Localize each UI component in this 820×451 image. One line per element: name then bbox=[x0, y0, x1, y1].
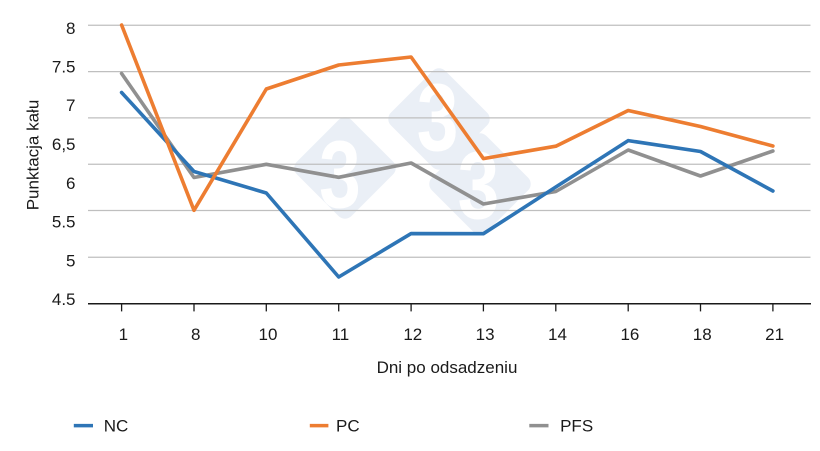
svg-text:3: 3 bbox=[458, 132, 500, 239]
svg-text:13: 13 bbox=[476, 325, 495, 344]
svg-text:1: 1 bbox=[119, 325, 128, 344]
svg-text:6,5: 6,5 bbox=[52, 135, 76, 154]
svg-text:Dni po odsadzeniu: Dni po odsadzeniu bbox=[377, 358, 518, 377]
svg-text:18: 18 bbox=[693, 325, 712, 344]
svg-text:5.5: 5.5 bbox=[52, 213, 76, 232]
svg-text:Punktacja kału: Punktacja kału bbox=[24, 100, 43, 211]
svg-text:4.5: 4.5 bbox=[52, 290, 76, 309]
svg-text:8: 8 bbox=[191, 325, 200, 344]
svg-text:PC: PC bbox=[336, 417, 360, 436]
svg-text:10: 10 bbox=[259, 325, 278, 344]
svg-text:14: 14 bbox=[548, 325, 567, 344]
svg-text:NC: NC bbox=[104, 417, 129, 436]
svg-text:6: 6 bbox=[66, 174, 75, 193]
svg-text:5: 5 bbox=[66, 251, 75, 270]
svg-text:16: 16 bbox=[620, 325, 639, 344]
svg-text:21: 21 bbox=[765, 325, 784, 344]
svg-text:PFS: PFS bbox=[560, 417, 593, 436]
svg-text:12: 12 bbox=[403, 325, 422, 344]
svg-text:7.5: 7.5 bbox=[52, 57, 76, 76]
svg-text:7: 7 bbox=[66, 96, 75, 115]
svg-text:8: 8 bbox=[66, 19, 75, 38]
svg-text:11: 11 bbox=[332, 325, 350, 344]
